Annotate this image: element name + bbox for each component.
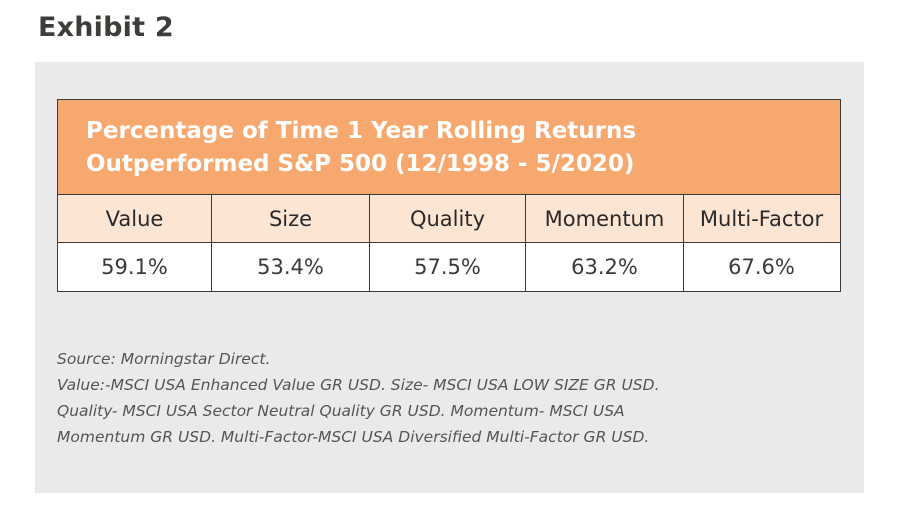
source-line-2: Value:-MSCI USA Enhanced Value GR USD. S… — [57, 376, 660, 394]
source-line-1: Source: Morningstar Direct. — [57, 350, 271, 368]
table-title: Percentage of Time 1 Year Rolling Return… — [58, 100, 840, 195]
column-header-quality: Quality — [370, 195, 526, 242]
table-row: 59.1% 53.4% 57.5% 63.2% 67.6% — [58, 243, 840, 291]
source-line-4: Momentum GR USD. Multi-Factor-MSCI USA D… — [57, 428, 650, 446]
source-note: Source: Morningstar Direct. Value:-MSCI … — [57, 346, 857, 450]
exhibit-title: Exhibit 2 — [38, 12, 174, 43]
table-title-line-1: Percentage of Time 1 Year Rolling Return… — [86, 118, 637, 144]
cell-quality: 57.5% — [370, 243, 526, 291]
column-header-multi-factor: Multi-Factor — [699, 206, 824, 231]
cell-value: 59.1% — [58, 243, 212, 291]
table-header-row: Value Size Quality Momentum Multi-Factor — [58, 195, 840, 243]
cell-momentum: 63.2% — [526, 243, 684, 291]
data-table: Percentage of Time 1 Year Rolling Return… — [57, 99, 841, 292]
source-line-3: Quality- MSCI USA Sector Neutral Quality… — [57, 402, 625, 420]
column-header-momentum: Momentum — [526, 195, 684, 242]
exhibit-panel: Percentage of Time 1 Year Rolling Return… — [35, 62, 864, 493]
column-header-value: Value — [58, 195, 212, 242]
cell-size: 53.4% — [212, 243, 370, 291]
cell-multi-factor: 67.6% — [728, 255, 795, 279]
table-title-line-2: Outperformed S&P 500 (12/1998 - 5/2020) — [86, 151, 635, 177]
column-header-size: Size — [212, 195, 370, 242]
